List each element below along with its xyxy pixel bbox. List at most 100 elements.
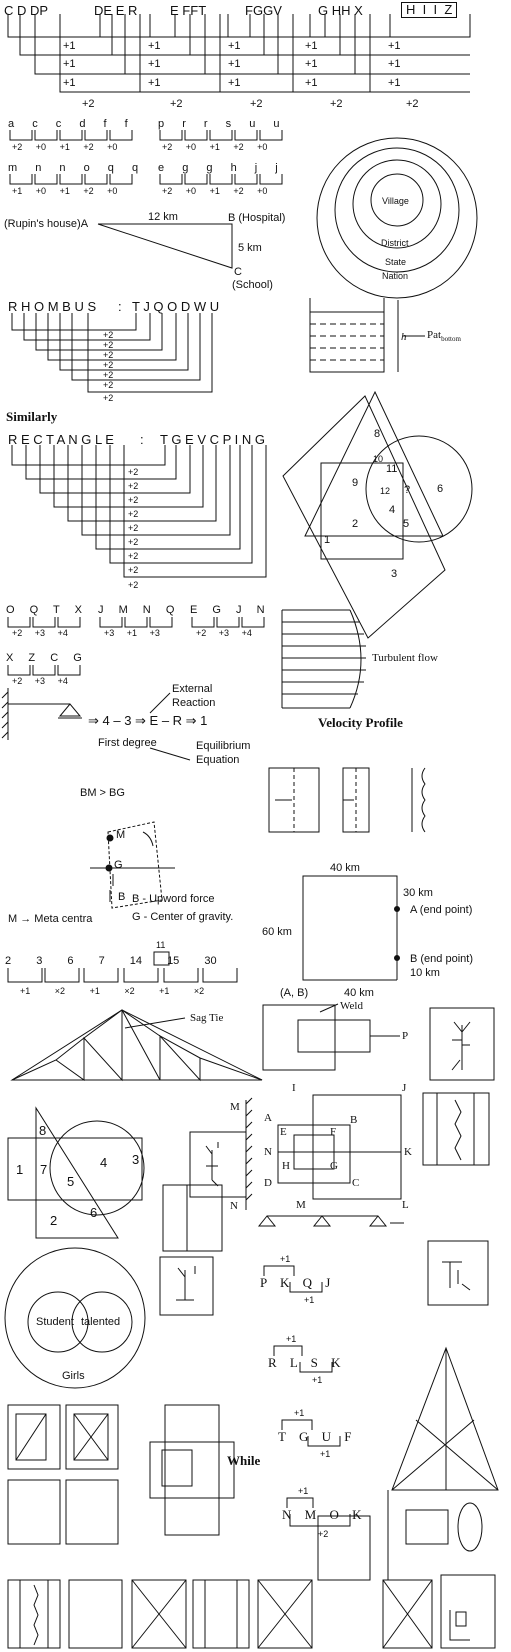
rhombus-op: +2	[103, 380, 114, 390]
symbol-box-1	[429, 1007, 495, 1081]
similarly-heading: Similarly	[6, 409, 58, 424]
p3-row-c-ops: +2 +3 +4	[196, 628, 252, 638]
weld-joint	[262, 1003, 400, 1071]
b-end-label: B (end point)	[410, 953, 473, 965]
pkqj-bot: +1	[304, 1295, 315, 1305]
row-c-ops: +1 +0 +1 +2 +0	[12, 186, 118, 196]
mirror-m-label: M	[230, 1101, 240, 1113]
mirror-figure	[189, 1097, 253, 1210]
route-60: 60 km	[262, 926, 292, 938]
letter-shift-brackets	[7, 14, 471, 93]
op-inner: +1	[305, 77, 318, 89]
region-label: 4	[389, 504, 396, 516]
row-d-letters: e g g h j j	[158, 162, 278, 174]
rotation-figure	[317, 1490, 483, 1581]
series-above: 11	[156, 940, 166, 950]
square-label: K	[404, 1146, 412, 1158]
p1-answer-box: H I I Z	[401, 2, 458, 18]
region-label: 5	[67, 1174, 75, 1189]
p3-row-c: E G J N	[190, 604, 265, 616]
bracket-rows	[9, 130, 283, 185]
rhombus-op: +2	[103, 370, 114, 380]
op-inner: +1	[148, 58, 161, 70]
rectangle-op: +2	[128, 495, 139, 505]
series-numbers: 2 3 6 7 14 15 30	[5, 955, 217, 967]
first-degree-label: First degree	[98, 737, 157, 749]
beam-support	[1, 688, 191, 761]
rhombus-sep: :	[118, 299, 122, 314]
while-label: While	[227, 1453, 261, 1468]
rhombus-op: +2	[103, 350, 114, 360]
square-label: N	[264, 1146, 272, 1158]
girls-label: Girls	[62, 1370, 85, 1382]
reaction-label: Reaction	[172, 697, 216, 709]
p3-row-a-ops: +2 +3 +4	[12, 628, 68, 638]
hospital-label: B (Hospital)	[228, 212, 286, 224]
rhombus-op: +2	[103, 360, 114, 370]
op-inner: +1	[388, 58, 401, 70]
p1-letters-4: FGGV	[245, 3, 282, 18]
square-label: D	[264, 1177, 272, 1189]
bracket-rows-2	[7, 617, 265, 676]
op-inner: +1	[228, 58, 241, 70]
talented-label: talented	[81, 1316, 121, 1328]
square-label: M	[296, 1199, 306, 1211]
rectangle-left: R E C T A N G L E	[8, 432, 114, 447]
rupin-label: (Rupin's house)A	[4, 218, 89, 230]
op-inner: +1	[228, 77, 241, 89]
pkqj-top: +1	[280, 1254, 291, 1264]
p3-row-b: J M N Q	[98, 604, 175, 616]
p1-letters-5: G HH X	[318, 3, 363, 18]
row-a-letters: a c c d f f	[8, 118, 128, 130]
velocity-profile	[268, 767, 426, 833]
region-label: 8	[374, 428, 381, 440]
route-diagram	[302, 875, 400, 981]
rlsk-top: +1	[286, 1334, 297, 1344]
village-label: Village	[382, 196, 409, 206]
equilibrium-label: Equilibrium	[196, 740, 251, 752]
region-label: 3	[391, 568, 398, 580]
region-label: 1	[324, 534, 331, 546]
symbol-squares	[7, 1404, 235, 1545]
rlsk-bot: +1	[312, 1375, 323, 1385]
p3-row-d-ops: +2 +3 +4	[12, 676, 68, 686]
rectangle-op: +2	[128, 565, 139, 575]
op-inner: +1	[148, 77, 161, 89]
row-d-ops: +2 +0 +1 +2 +0	[162, 186, 268, 196]
op-outer: +2	[250, 98, 263, 110]
external-label: External	[172, 683, 213, 695]
region-label: 9	[352, 477, 359, 489]
square-label: A	[264, 1112, 272, 1124]
c-label: C	[234, 266, 242, 278]
students-venn	[4, 1247, 146, 1389]
a-end-label: A (end point)	[410, 904, 473, 916]
row-c-letters: m n n o q q	[8, 162, 139, 174]
district-label: District	[381, 238, 409, 248]
square-label: J	[402, 1082, 407, 1094]
rhombus-right: T J Q O D W U	[132, 299, 220, 314]
student-label: Student	[36, 1316, 74, 1328]
concentric-circles	[316, 137, 478, 299]
route-40-top: 40 km	[330, 862, 360, 874]
square-label: E	[280, 1126, 287, 1138]
number-series-brackets	[7, 951, 238, 983]
degree-chain: ⇒ 4 – 3 ⇒ E – R ⇒ 1	[88, 713, 208, 728]
rectangle-op: +2	[128, 481, 139, 491]
square-label: I	[292, 1082, 296, 1094]
region-label: 12	[380, 486, 391, 496]
rectangle-brackets	[11, 445, 267, 578]
rhombus-op: +2	[103, 393, 114, 403]
equation-label: Equation	[196, 754, 240, 766]
pat-label: Patbottom	[427, 329, 461, 344]
op-inner: +1	[63, 58, 76, 70]
region-label: 8	[39, 1123, 47, 1138]
tguf-bot: +1	[320, 1449, 331, 1459]
triangle-lines	[391, 1346, 499, 1491]
school-label: (School)	[232, 279, 273, 291]
op-outer: +2	[406, 98, 419, 110]
row-b-ops: +2 +0 +1 +2 +0	[162, 142, 268, 152]
region-label: 5	[403, 518, 410, 530]
nation-label: Nation	[382, 271, 409, 281]
ab-label: (A, B)	[280, 987, 309, 999]
